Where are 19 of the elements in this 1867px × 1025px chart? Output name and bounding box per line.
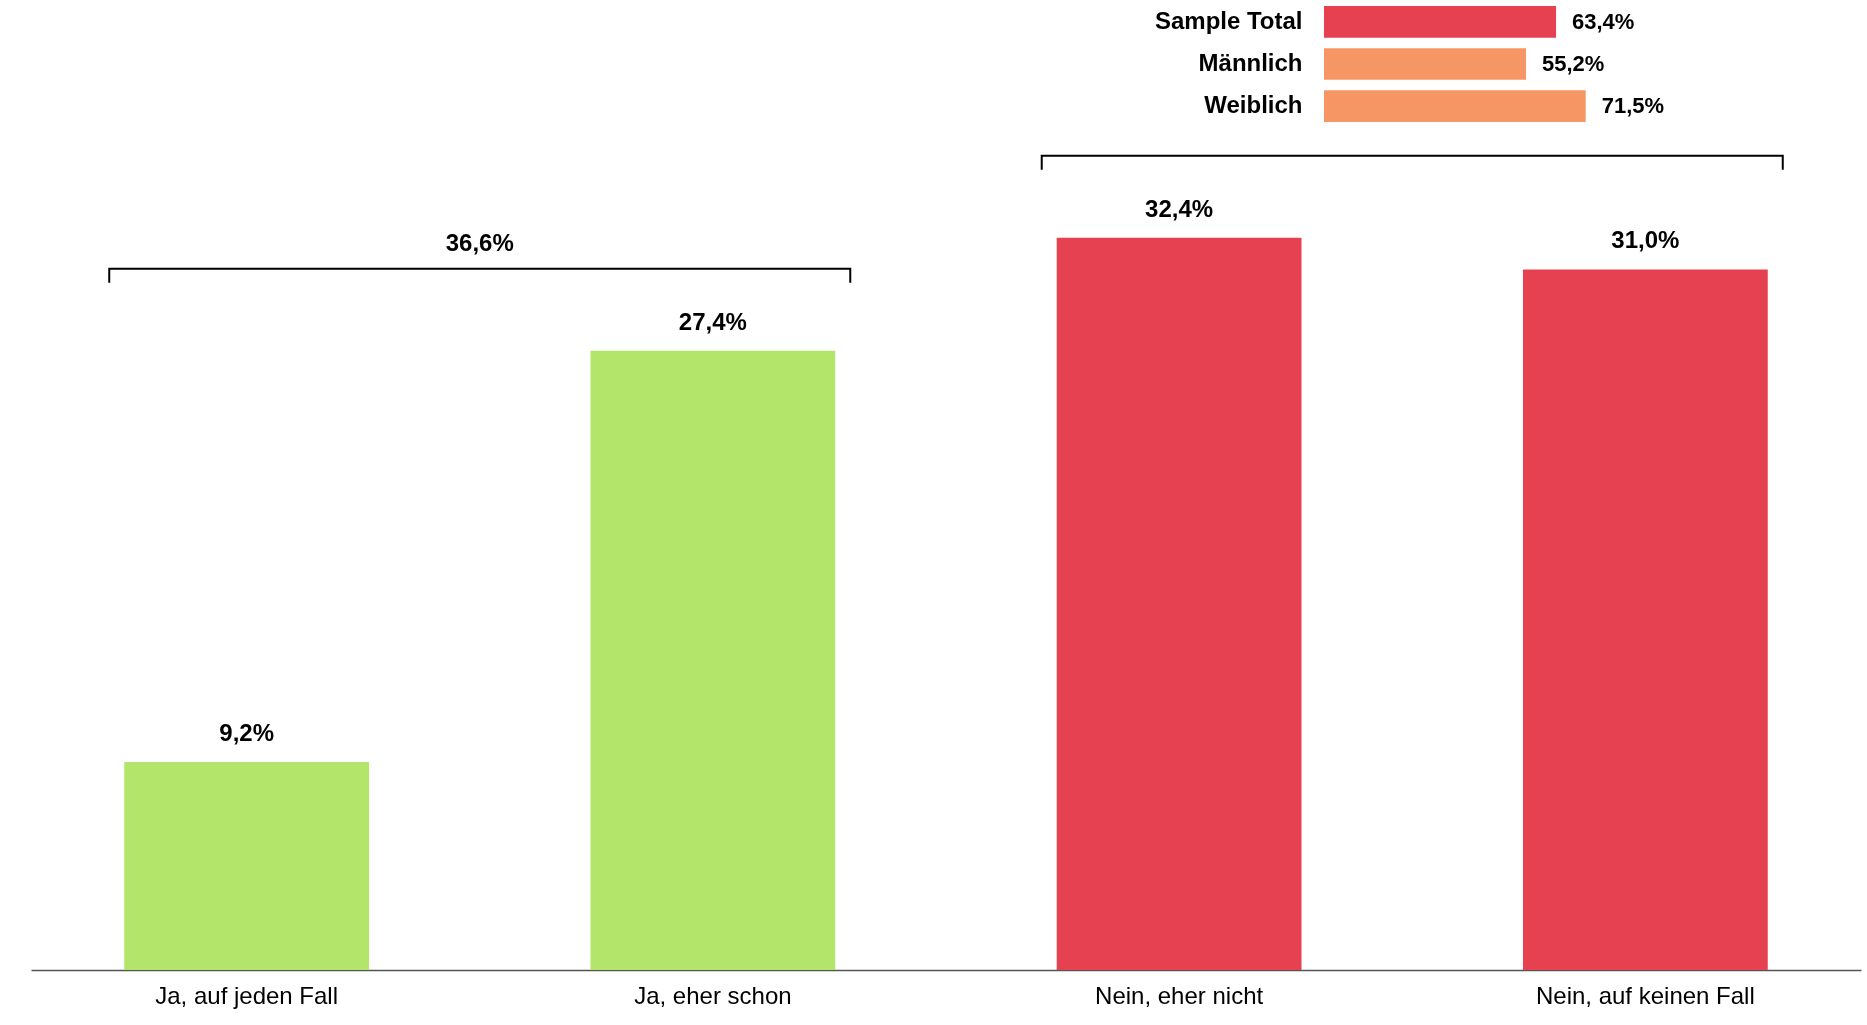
bar — [1056, 237, 1302, 970]
bar — [124, 762, 370, 970]
y-tick-label: Männlich — [1198, 49, 1303, 76]
bar — [1522, 269, 1768, 970]
x-tick-label: Ja, eher schon — [634, 981, 792, 1009]
x-tick-label: Nein, eher nicht — [1095, 981, 1264, 1009]
data-label: 55,2% — [1542, 51, 1605, 76]
data-label: 63,4% — [1572, 8, 1635, 34]
x-tick-label: Nein, auf keinen Fall — [1535, 981, 1755, 1009]
y-tick-label: Sample Total — [1155, 6, 1303, 34]
y-tick-label: Weiblich — [1204, 91, 1303, 119]
data-label: 9,2% — [219, 719, 274, 747]
bar — [590, 350, 836, 970]
data-label: 71,5% — [1601, 93, 1665, 119]
annotation: 36,6% — [445, 228, 514, 256]
data-label: 31,0% — [1611, 226, 1680, 254]
data-label: 32,4% — [1145, 194, 1214, 222]
x-tick-label: Ja, auf jeden Fall — [155, 981, 339, 1009]
data-label: 27,4% — [678, 307, 747, 335]
